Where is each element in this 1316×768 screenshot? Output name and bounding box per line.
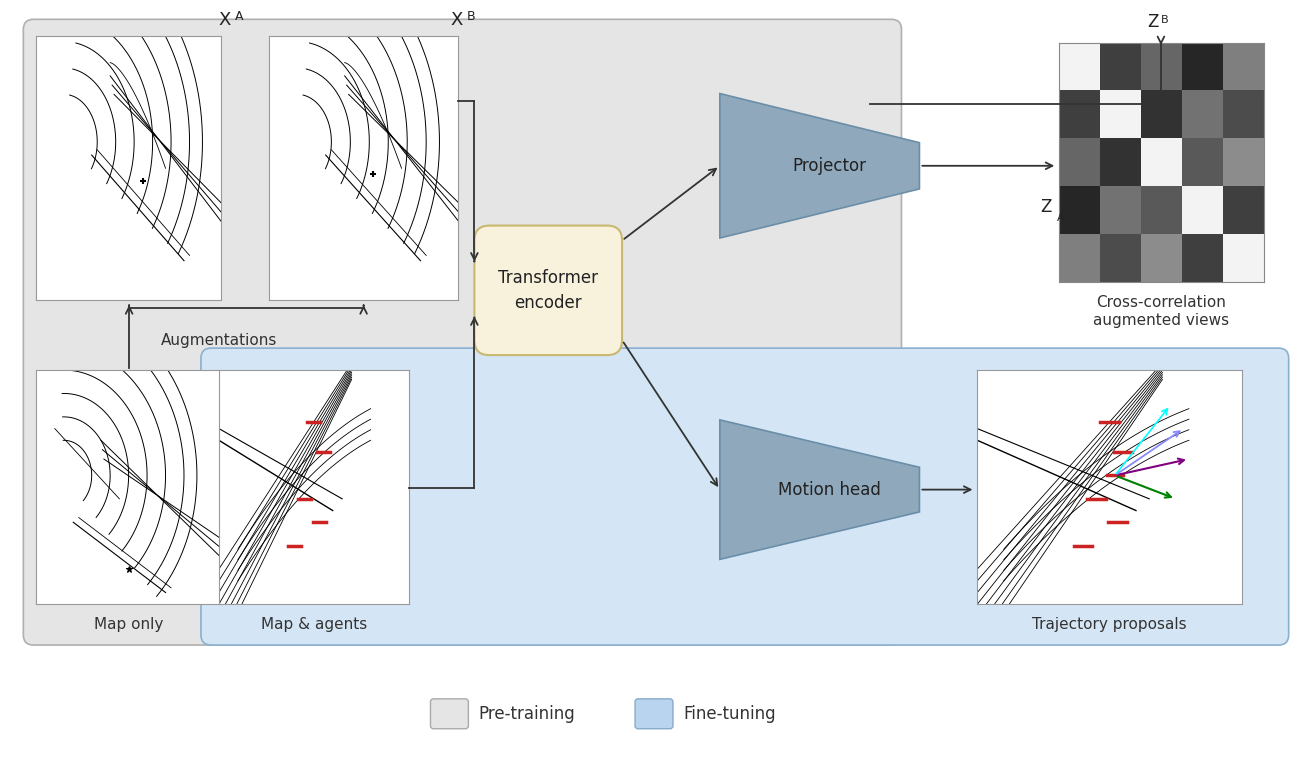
Text: Z: Z	[1148, 13, 1158, 31]
Text: Fine-tuning: Fine-tuning	[683, 705, 775, 723]
Text: Trajectory proposals: Trajectory proposals	[1032, 617, 1186, 632]
Text: Map only: Map only	[95, 617, 163, 632]
Text: Motion head: Motion head	[778, 481, 882, 498]
Text: X: X	[218, 12, 232, 29]
Text: X: X	[450, 12, 463, 29]
FancyBboxPatch shape	[430, 699, 468, 729]
Text: Z: Z	[1040, 197, 1051, 216]
Text: B: B	[1161, 15, 1169, 25]
FancyBboxPatch shape	[201, 348, 1288, 645]
Polygon shape	[720, 420, 920, 559]
Text: Projector: Projector	[792, 157, 867, 175]
FancyBboxPatch shape	[24, 19, 901, 645]
Polygon shape	[720, 94, 920, 238]
FancyBboxPatch shape	[474, 226, 622, 355]
Text: Augmentations: Augmentations	[161, 333, 278, 348]
FancyBboxPatch shape	[636, 699, 672, 729]
Text: Map & agents: Map & agents	[261, 617, 367, 632]
Text: Pre-training: Pre-training	[479, 705, 575, 723]
Text: A: A	[1057, 213, 1065, 223]
Text: B: B	[466, 10, 475, 23]
Text: Transformer
encoder: Transformer encoder	[499, 269, 599, 312]
Text: Cross-correlation
augmented views: Cross-correlation augmented views	[1092, 296, 1229, 328]
Text: A: A	[234, 10, 243, 23]
